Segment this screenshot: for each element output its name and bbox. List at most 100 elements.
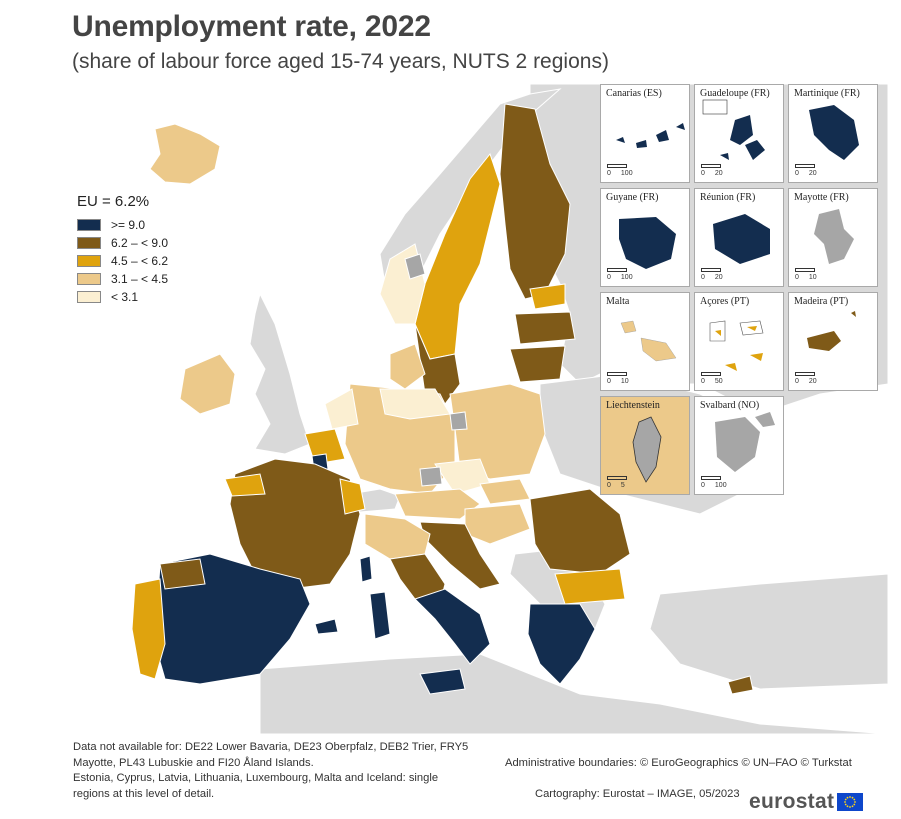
scale-number: 0 [795, 378, 799, 385]
spain-region [154, 553, 311, 685]
inset-shape [814, 209, 854, 264]
iceland-region [149, 123, 221, 185]
scale-bar-graphic [795, 372, 815, 376]
estonia-region [529, 283, 566, 310]
credits-cartography: Cartography: Eurostat – IMAGE, 05/2023 [535, 787, 740, 800]
scale-number: 100 [620, 170, 633, 177]
inset-map: Canarias (ES) 0 100 [600, 84, 690, 183]
scale-numbers: 0 20 [795, 378, 817, 385]
inset-map: Martinique (FR) 0 20 [788, 84, 878, 183]
scale-number: 0 [607, 378, 611, 385]
legend-row: 4.5 – < 6.2 [77, 252, 207, 270]
legend-swatch [77, 291, 101, 303]
scale-number: 100 [620, 274, 633, 281]
scale-numbers: 0 20 [701, 170, 723, 177]
scale-numbers: 0 10 [607, 378, 629, 385]
scale-numbers: 0 20 [795, 170, 817, 177]
scale-number: 0 [701, 482, 705, 489]
poland-region [449, 383, 546, 480]
scale-number: 5 [620, 482, 625, 489]
legend-label: < 3.1 [111, 290, 139, 304]
scale-bar: 0 20 [701, 164, 723, 177]
map-subtitle: (share of labour force aged 15-74 years,… [72, 50, 609, 73]
slovakia-region [479, 478, 531, 505]
inset-label: Martinique (FR) [794, 88, 860, 99]
balearic-region [314, 618, 339, 635]
legend-row: >= 9.0 [77, 216, 207, 234]
scale-bar-graphic [795, 164, 815, 168]
ireland-region [179, 353, 236, 415]
inset-label: Svalbard (NO) [700, 400, 760, 411]
scale-number: 0 [607, 170, 611, 177]
hungary-region [464, 503, 531, 545]
france-east-region [339, 478, 366, 515]
no-data-aland [404, 253, 426, 280]
scale-bar-graphic [701, 372, 721, 376]
scale-bar: 0 10 [795, 268, 817, 281]
uk-land [249, 292, 311, 455]
no-data-bavaria [419, 466, 443, 487]
legend-swatch [77, 219, 101, 231]
scale-bar-graphic [701, 268, 721, 272]
scale-bar: 0 100 [607, 268, 633, 281]
italy-south-region [414, 588, 491, 665]
slovenia-croatia-region [419, 521, 501, 590]
scale-bar-graphic [607, 372, 627, 376]
turkey-land [649, 573, 888, 690]
scale-number: 10 [808, 274, 817, 281]
czechia-region [434, 458, 491, 495]
credits-boundaries: Administrative boundaries: © EuroGeograp… [505, 756, 852, 769]
inset-shape [715, 412, 775, 472]
eurostat-logo: eurostat [749, 790, 864, 814]
scale-bar: 0 20 [795, 164, 817, 177]
inset-shape [702, 99, 765, 160]
inset-map: Liechtenstein 0 5 [600, 396, 690, 495]
inset-label: Liechtenstein [606, 400, 660, 411]
inset-shape [709, 320, 764, 371]
scale-number: 100 [714, 482, 727, 489]
inset-label: Mayotte (FR) [794, 192, 849, 203]
scale-bar-graphic [607, 476, 627, 480]
legend-title: EU = 6.2% [77, 193, 150, 210]
scale-numbers: 0 100 [607, 170, 633, 177]
inset-map: Guadeloupe (FR) 0 20 [694, 84, 784, 183]
scale-numbers: 0 10 [795, 274, 817, 281]
legend-label: 3.1 – < 4.5 [111, 272, 169, 286]
inset-map: Madeira (PT) 0 20 [788, 292, 878, 391]
greece-region [527, 603, 596, 685]
inset-shape [713, 214, 770, 264]
scale-bar: 0 100 [701, 476, 727, 489]
romania-region [529, 488, 631, 575]
scale-numbers: 0 100 [607, 274, 633, 281]
scale-number: 0 [607, 274, 611, 281]
scale-number: 0 [701, 170, 705, 177]
map-legend: EU = 6.2% >= 9.0 6.2 – < 9.0 4.5 – < 6.2 3.… [77, 193, 207, 306]
legend-label: 6.2 – < 9.0 [111, 236, 169, 250]
data-footnote: Data not available for: DE22 Lower Bavar… [73, 741, 469, 800]
map-title: Unemployment rate, 2022 [72, 10, 431, 43]
scale-bar: 0 100 [607, 164, 633, 177]
sardinia-region [369, 591, 391, 640]
scale-numbers: 0 20 [701, 274, 723, 281]
scale-bar: 0 20 [795, 372, 817, 385]
north-africa-land [259, 653, 888, 734]
inset-map: Malta 0 10 [600, 292, 690, 391]
inset-label: Malta [606, 296, 630, 307]
inset-maps-panel: Canarias (ES) 0 100 Guadeloupe (FR) 0 20 Marti… [600, 84, 882, 496]
portugal-region [131, 578, 166, 680]
germany-north-region [379, 388, 451, 420]
legend-row: 6.2 – < 9.0 [77, 234, 207, 252]
scale-number: 20 [808, 170, 817, 177]
denmark-region [389, 343, 426, 390]
netherlands-region [324, 388, 359, 430]
scale-number: 10 [620, 378, 629, 385]
no-data-lubuskie [449, 411, 468, 431]
scale-number: 50 [714, 378, 723, 385]
scale-bar: 0 50 [701, 372, 723, 385]
scale-number: 20 [808, 378, 817, 385]
scale-numbers: 0 100 [701, 482, 727, 489]
cyprus-region [727, 675, 754, 695]
inset-map: Guyane (FR) 0 100 [600, 188, 690, 287]
inset-shape [601, 397, 689, 494]
